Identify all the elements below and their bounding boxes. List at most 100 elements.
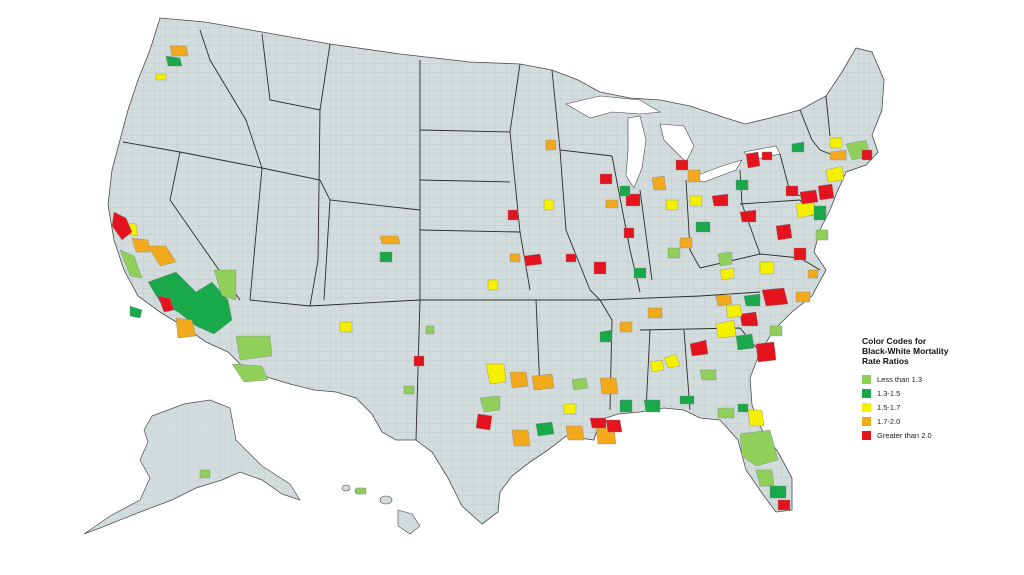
county-cluster <box>531 373 555 391</box>
county-cluster <box>793 247 807 261</box>
legend-items: Less than 1.3 1.3-1.5 1.5-1.7 1.7-2.0 Greate… <box>862 373 1012 441</box>
county-cluster <box>619 185 631 197</box>
county-cluster <box>791 141 805 153</box>
county-cluster <box>679 395 695 405</box>
lake-michigan <box>625 115 647 189</box>
county-cluster <box>775 223 793 241</box>
county-cluster <box>711 193 729 207</box>
county-cluster <box>623 227 635 239</box>
county-cluster <box>675 159 689 171</box>
county-cluster <box>165 55 183 67</box>
county-cluster <box>169 45 189 57</box>
county-cluster <box>593 261 607 275</box>
county-cluster <box>717 251 733 267</box>
legend-item: 1.7-2.0 <box>862 415 1012 427</box>
legend-item: 1.3-1.5 <box>862 387 1012 399</box>
county-cluster <box>235 335 273 361</box>
county-cluster <box>755 341 777 363</box>
colored-counties <box>111 45 873 511</box>
county-cluster <box>155 73 167 81</box>
county-cluster <box>769 485 787 499</box>
county-cluster <box>761 151 773 161</box>
county-cluster <box>667 247 681 259</box>
county-cluster <box>379 251 393 263</box>
county-cluster <box>545 139 557 151</box>
county-cluster <box>507 209 519 221</box>
county-cluster <box>571 377 589 391</box>
county-cluster <box>759 261 775 275</box>
hawaii-big-island <box>397 509 421 535</box>
county-cluster <box>479 395 501 413</box>
county-cluster <box>761 287 789 307</box>
county-cluster <box>649 359 665 373</box>
county-cluster <box>861 149 873 161</box>
county-cluster <box>535 421 555 437</box>
county-cluster <box>131 237 151 253</box>
county-cluster <box>199 469 211 479</box>
legend-label: 1.7-2.0 <box>877 416 901 426</box>
county-cluster <box>487 279 499 291</box>
county-cluster <box>565 425 585 441</box>
county-cluster <box>599 173 613 185</box>
county-cluster <box>777 499 791 511</box>
county-cluster <box>699 369 717 381</box>
county-cluster <box>799 189 819 205</box>
county-cluster <box>745 151 761 169</box>
county-cluster <box>725 303 743 319</box>
county-cluster <box>829 137 843 149</box>
county-cluster <box>231 363 269 383</box>
county-cluster <box>717 407 735 419</box>
county-cluster <box>619 321 633 333</box>
county-cluster <box>413 355 425 367</box>
county-cluster <box>715 293 733 307</box>
county-cluster <box>651 175 667 191</box>
county-cluster <box>509 253 521 263</box>
county-cluster <box>111 211 133 241</box>
county-cluster <box>769 325 783 337</box>
county-cluster <box>739 311 759 327</box>
county-cluster <box>795 291 811 303</box>
county-cluster <box>605 199 619 209</box>
county-cluster <box>689 195 703 207</box>
county-cluster <box>643 399 661 413</box>
legend-title: Color Codes for Black-White Mortality Ra… <box>862 336 949 366</box>
county-cluster <box>599 377 619 395</box>
county-cluster <box>213 269 237 301</box>
county-cluster <box>475 413 493 431</box>
county-cluster <box>739 209 757 223</box>
state-boundaries <box>122 29 847 441</box>
county-cluster <box>665 199 679 211</box>
county-cluster <box>355 487 367 495</box>
lake-erie <box>689 159 743 183</box>
legend: Color Codes for Black-White Mortality Ra… <box>862 336 1012 443</box>
county-cluster <box>523 253 543 267</box>
legend-swatch <box>862 388 871 398</box>
county-cluster <box>719 267 735 281</box>
hawaii-maui <box>379 495 393 505</box>
legend-swatch <box>862 402 871 412</box>
county-cluster <box>735 179 749 191</box>
county-cluster <box>689 339 709 357</box>
county-cluster <box>735 333 755 351</box>
county-cluster <box>743 293 761 307</box>
county-cluster <box>647 307 663 319</box>
legend-label: Less than 1.3 <box>877 374 923 384</box>
alaska <box>83 399 301 535</box>
county-cluster <box>663 353 681 369</box>
county-cluster <box>543 199 555 211</box>
county-cluster <box>599 329 613 343</box>
county-cluster <box>511 429 531 447</box>
county-cluster <box>813 205 827 221</box>
county-cluster <box>339 321 353 333</box>
county-cluster <box>119 249 143 279</box>
county-cluster <box>403 385 415 395</box>
legend-label: Greater than 2.0 <box>877 430 932 440</box>
county-cluster <box>633 267 647 279</box>
legend-label: 1.5-1.7 <box>877 402 901 412</box>
hawaii-kauai <box>341 484 351 492</box>
county-cluster <box>147 245 177 267</box>
county-cluster <box>619 399 633 413</box>
county-cluster <box>605 419 623 433</box>
